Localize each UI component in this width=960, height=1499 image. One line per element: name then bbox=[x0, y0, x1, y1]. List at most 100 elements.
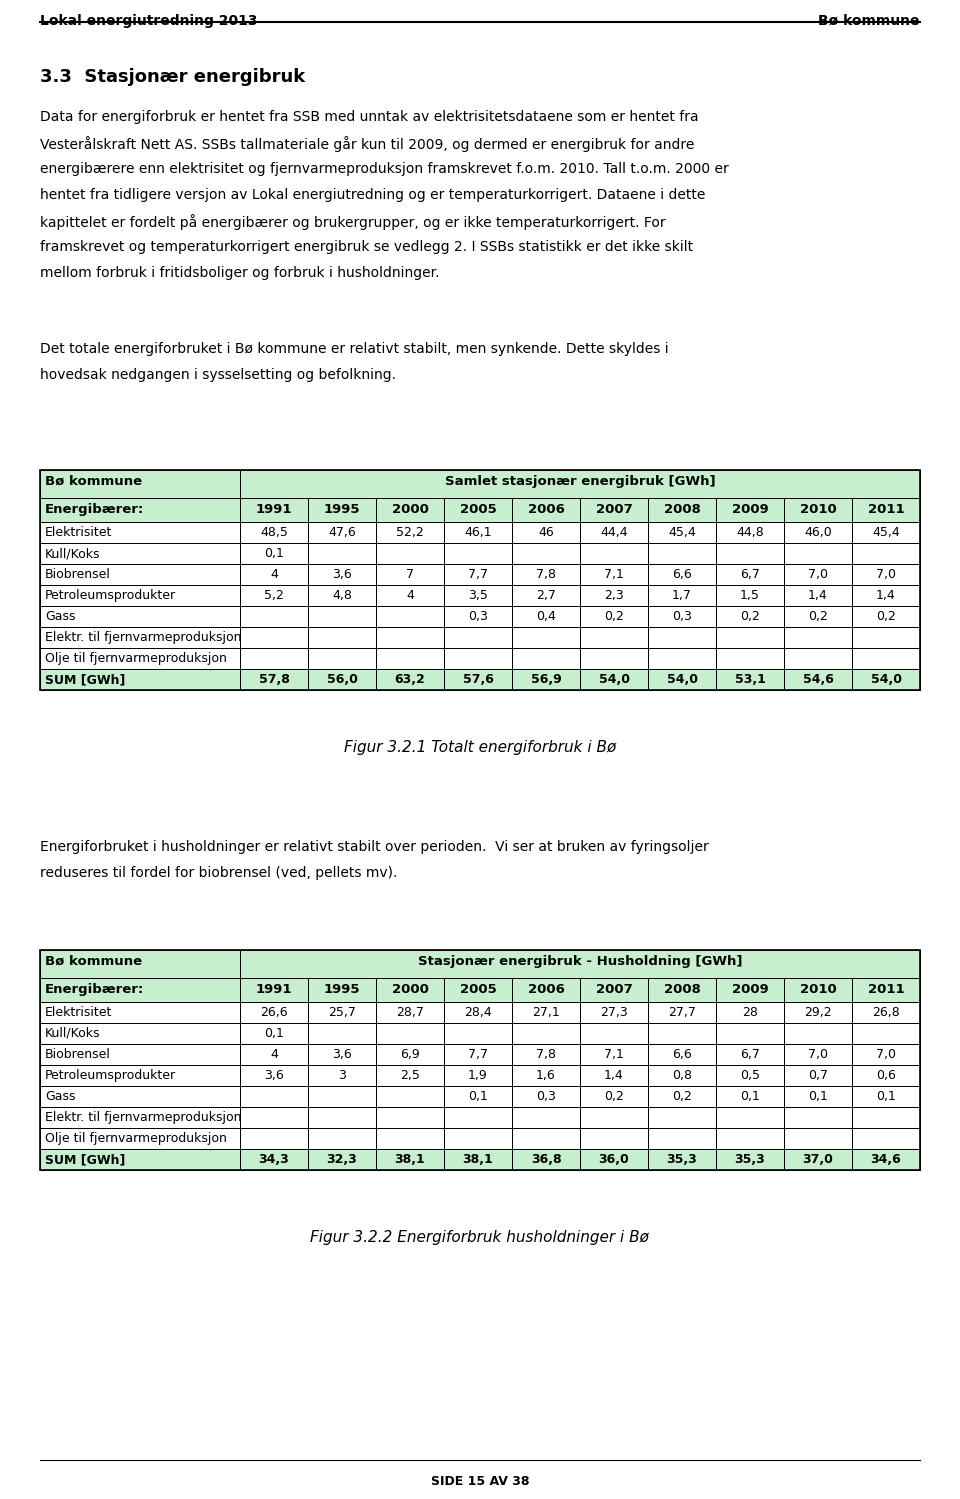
Bar bbox=[784, 1085, 852, 1106]
Bar bbox=[444, 564, 512, 585]
Bar bbox=[852, 1001, 920, 1022]
Text: 57,6: 57,6 bbox=[463, 673, 493, 687]
Bar bbox=[784, 585, 852, 606]
Text: 1,4: 1,4 bbox=[604, 1069, 624, 1082]
Bar bbox=[784, 627, 852, 648]
Bar bbox=[784, 606, 852, 627]
Bar bbox=[648, 1085, 716, 1106]
Bar bbox=[648, 522, 716, 543]
Text: 0,2: 0,2 bbox=[604, 610, 624, 624]
Bar bbox=[648, 648, 716, 669]
Text: 0,1: 0,1 bbox=[264, 547, 284, 561]
Bar bbox=[852, 606, 920, 627]
Bar bbox=[376, 498, 444, 522]
Bar bbox=[512, 1064, 580, 1085]
Text: 1991: 1991 bbox=[255, 504, 292, 516]
Text: 0,5: 0,5 bbox=[740, 1069, 760, 1082]
Bar bbox=[308, 585, 376, 606]
Text: 2,7: 2,7 bbox=[536, 589, 556, 603]
Text: 0,3: 0,3 bbox=[672, 610, 692, 624]
Bar bbox=[580, 1043, 648, 1064]
Bar bbox=[580, 543, 648, 564]
Text: 0,3: 0,3 bbox=[536, 1090, 556, 1103]
Text: hentet fra tidligere versjon av Lokal energiutredning og er temperaturkorrigert.: hentet fra tidligere versjon av Lokal en… bbox=[40, 187, 706, 202]
Text: 45,4: 45,4 bbox=[668, 526, 696, 540]
Bar bbox=[512, 543, 580, 564]
Bar bbox=[40, 1001, 240, 1022]
Bar bbox=[240, 1085, 308, 1106]
Bar bbox=[376, 627, 444, 648]
Text: 2000: 2000 bbox=[392, 983, 428, 995]
Bar bbox=[784, 543, 852, 564]
Text: SIDE 15 AV 38: SIDE 15 AV 38 bbox=[431, 1475, 529, 1489]
Bar bbox=[580, 1001, 648, 1022]
Bar bbox=[580, 1106, 648, 1129]
Bar bbox=[784, 1043, 852, 1064]
Text: 35,3: 35,3 bbox=[666, 1153, 697, 1166]
Text: 6,7: 6,7 bbox=[740, 568, 760, 582]
Text: Elektr. til fjernvarmeproduksjon: Elektr. til fjernvarmeproduksjon bbox=[45, 1111, 242, 1124]
Text: 47,6: 47,6 bbox=[328, 526, 356, 540]
Text: Figur 3.2.2 Energiforbruk husholdninger i Bø: Figur 3.2.2 Energiforbruk husholdninger … bbox=[310, 1231, 650, 1246]
Bar bbox=[852, 1022, 920, 1043]
Text: Elektrisitet: Elektrisitet bbox=[45, 526, 112, 540]
Bar bbox=[40, 627, 240, 648]
Text: Samlet stasjonær energibruk [GWh]: Samlet stasjonær energibruk [GWh] bbox=[444, 475, 715, 489]
Text: Lokal energiutredning 2013: Lokal energiutredning 2013 bbox=[40, 13, 257, 28]
Bar bbox=[716, 1022, 784, 1043]
Bar bbox=[648, 627, 716, 648]
Bar bbox=[784, 564, 852, 585]
Bar bbox=[40, 648, 240, 669]
Text: 1995: 1995 bbox=[324, 983, 360, 995]
Text: 4: 4 bbox=[270, 1048, 278, 1061]
Bar bbox=[40, 1043, 240, 1064]
Text: 2010: 2010 bbox=[800, 504, 836, 516]
Bar bbox=[40, 977, 240, 1001]
Bar bbox=[240, 1129, 308, 1150]
Bar bbox=[40, 1129, 240, 1150]
Bar bbox=[580, 1129, 648, 1150]
Bar bbox=[308, 627, 376, 648]
Text: 0,1: 0,1 bbox=[740, 1090, 760, 1103]
Bar bbox=[852, 648, 920, 669]
Text: 27,7: 27,7 bbox=[668, 1006, 696, 1019]
Text: 2009: 2009 bbox=[732, 504, 768, 516]
Bar bbox=[784, 1022, 852, 1043]
Text: 2005: 2005 bbox=[460, 504, 496, 516]
Text: 2008: 2008 bbox=[663, 504, 701, 516]
Bar bbox=[376, 564, 444, 585]
Bar bbox=[784, 1129, 852, 1150]
Text: hovedsak nedgangen i sysselsetting og befolkning.: hovedsak nedgangen i sysselsetting og be… bbox=[40, 367, 396, 382]
Text: 2010: 2010 bbox=[800, 983, 836, 995]
Text: 45,4: 45,4 bbox=[872, 526, 900, 540]
Bar bbox=[308, 977, 376, 1001]
Text: Olje til fjernvarmeproduksjon: Olje til fjernvarmeproduksjon bbox=[45, 652, 227, 666]
Text: 6,7: 6,7 bbox=[740, 1048, 760, 1061]
Text: 1,4: 1,4 bbox=[808, 589, 828, 603]
Text: 56,0: 56,0 bbox=[326, 673, 357, 687]
Text: Bø kommune: Bø kommune bbox=[45, 475, 142, 489]
Text: energibærere enn elektrisitet og fjernvarmeproduksjon framskrevet f.o.m. 2010. T: energibærere enn elektrisitet og fjernva… bbox=[40, 162, 729, 175]
Text: Biobrensel: Biobrensel bbox=[45, 1048, 110, 1061]
Bar bbox=[240, 1064, 308, 1085]
Text: Bø kommune: Bø kommune bbox=[819, 13, 920, 28]
Bar bbox=[512, 606, 580, 627]
Text: 7,0: 7,0 bbox=[808, 1048, 828, 1061]
Text: reduseres til fordel for biobrensel (ved, pellets mv).: reduseres til fordel for biobrensel (ved… bbox=[40, 866, 397, 880]
Text: Elektrisitet: Elektrisitet bbox=[45, 1006, 112, 1019]
Bar bbox=[240, 564, 308, 585]
Bar bbox=[716, 1150, 784, 1171]
Bar bbox=[376, 1043, 444, 1064]
Text: 44,4: 44,4 bbox=[600, 526, 628, 540]
Bar bbox=[648, 1106, 716, 1129]
Bar bbox=[40, 1022, 240, 1043]
Bar bbox=[444, 1001, 512, 1022]
Bar bbox=[308, 543, 376, 564]
Text: 6,6: 6,6 bbox=[672, 568, 692, 582]
Text: 2006: 2006 bbox=[528, 983, 564, 995]
Bar bbox=[444, 977, 512, 1001]
Text: 2011: 2011 bbox=[868, 983, 904, 995]
Bar bbox=[512, 498, 580, 522]
Bar bbox=[444, 522, 512, 543]
Bar bbox=[308, 1043, 376, 1064]
